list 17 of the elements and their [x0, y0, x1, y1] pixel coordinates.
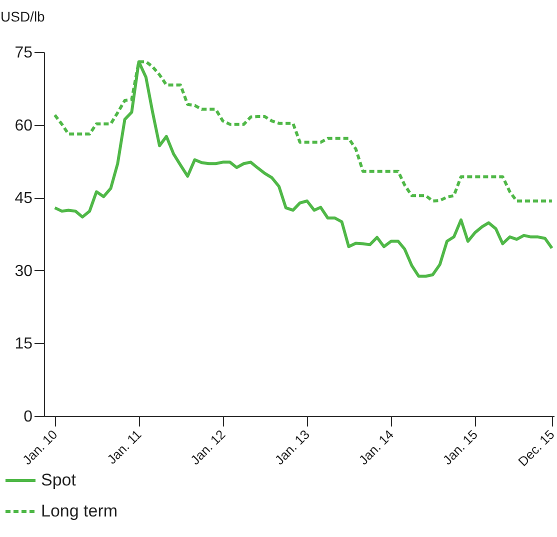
y-tick-label: 75	[14, 44, 33, 62]
y-tick-label: 0	[24, 408, 33, 426]
y-tick-label: 30	[14, 262, 33, 280]
y-tick-label: 15	[14, 336, 33, 353]
x-tick-label: Jan. 12	[188, 426, 228, 468]
legend-label: Long term	[41, 502, 118, 520]
y-tick-label: 45	[14, 190, 33, 208]
y-axis-title: USD/lb	[0, 8, 46, 24]
line-series	[53, 60, 554, 278]
y-tick-label: 60	[14, 117, 33, 134]
x-tick-label: Jan. 15	[440, 426, 481, 468]
x-tick-label: Jan. 11	[104, 426, 144, 467]
x-tick-label: Jan. 14	[356, 426, 397, 468]
x-tick-label: Jan. 10	[19, 426, 60, 468]
x-tick-label: Jan. 13	[272, 426, 313, 468]
legend-label: Spot	[41, 470, 76, 490]
x-tick-label: Dec. 15	[515, 426, 557, 470]
